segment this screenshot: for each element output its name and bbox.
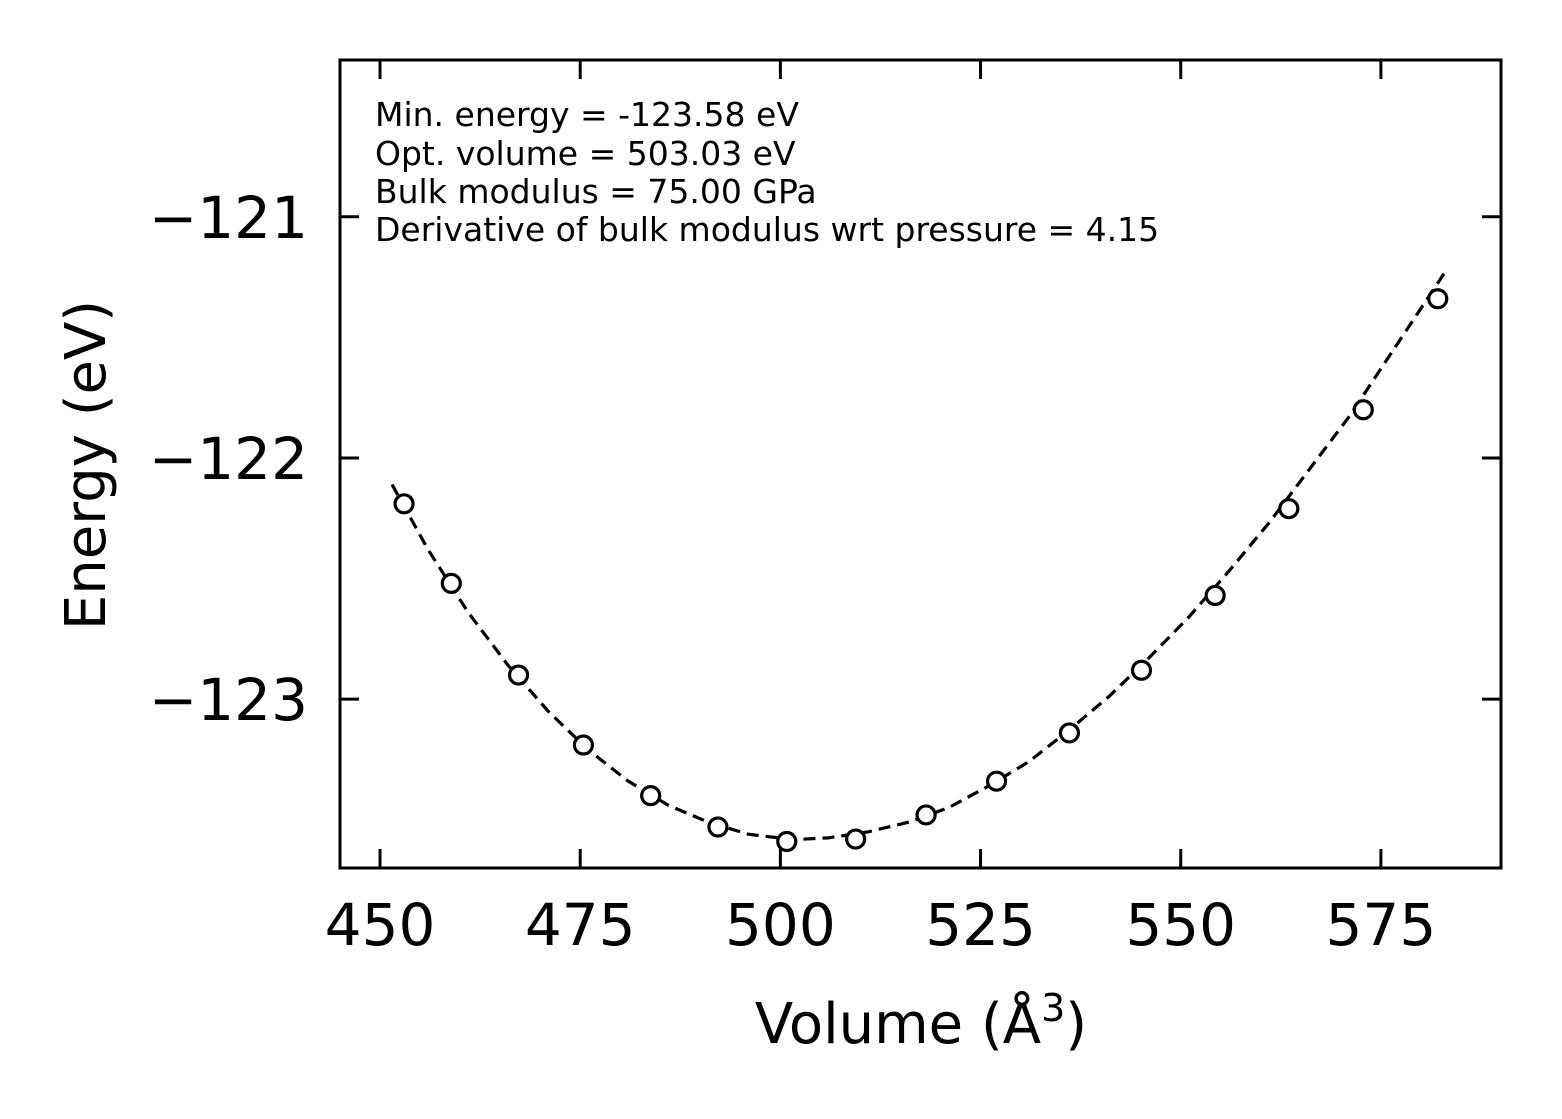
data-point xyxy=(507,664,530,686)
data-point xyxy=(985,770,1008,792)
data-point xyxy=(1204,584,1226,607)
x-tick-label: 500 xyxy=(725,891,836,959)
x-axis-title-suffix: ) xyxy=(1065,992,1087,1057)
data-point xyxy=(572,734,595,756)
annotation-bulk-modulus-derivative: Derivative of bulk modulus wrt pressure … xyxy=(375,210,1159,249)
data-point xyxy=(1427,288,1449,310)
y-tick-label: −123 xyxy=(149,666,308,734)
annotation-opt-volume: Opt. volume = 503.03 eV xyxy=(375,134,796,173)
data-points-layer xyxy=(393,288,1449,853)
data-point xyxy=(845,828,867,850)
plot-area-frame xyxy=(338,58,1503,870)
x-tick-label: 525 xyxy=(925,891,1036,959)
data-point xyxy=(1058,722,1081,744)
fit-curve-layer xyxy=(390,271,1447,841)
x-tick-label: 475 xyxy=(525,891,636,959)
data-point xyxy=(1130,659,1153,681)
ticks-layer: 450 475 500 525 550 575 −121 −122 −123 xyxy=(149,60,1501,959)
data-point xyxy=(1278,498,1300,520)
x-axis-title: Volume (Å3) xyxy=(755,986,1087,1057)
annotation-min-energy: Min. energy = -123.58 eV xyxy=(375,95,799,134)
data-point xyxy=(776,830,798,853)
fit-curve-line xyxy=(390,271,1447,841)
y-axis-title: Energy (eV) xyxy=(54,300,119,630)
data-point xyxy=(1352,399,1374,421)
x-axis-title-superscript: 3 xyxy=(1041,986,1065,1030)
x-tick-label: 450 xyxy=(325,891,436,959)
data-point xyxy=(640,785,662,807)
y-tick-label: −121 xyxy=(149,184,308,252)
x-tick-label: 575 xyxy=(1326,891,1437,959)
data-point xyxy=(707,816,729,838)
data-point xyxy=(915,804,937,826)
annotation-box: Min. energy = -123.58 eV Opt. volume = 5… xyxy=(375,95,1159,249)
x-tick-label: 550 xyxy=(1125,891,1236,959)
y-tick-label: −122 xyxy=(149,425,308,493)
annotation-bulk-modulus: Bulk modulus = 75.00 GPa xyxy=(375,172,817,211)
data-point xyxy=(393,493,415,515)
x-axis-title-main: Volume (Å xyxy=(755,991,1041,1057)
data-point xyxy=(440,572,462,594)
